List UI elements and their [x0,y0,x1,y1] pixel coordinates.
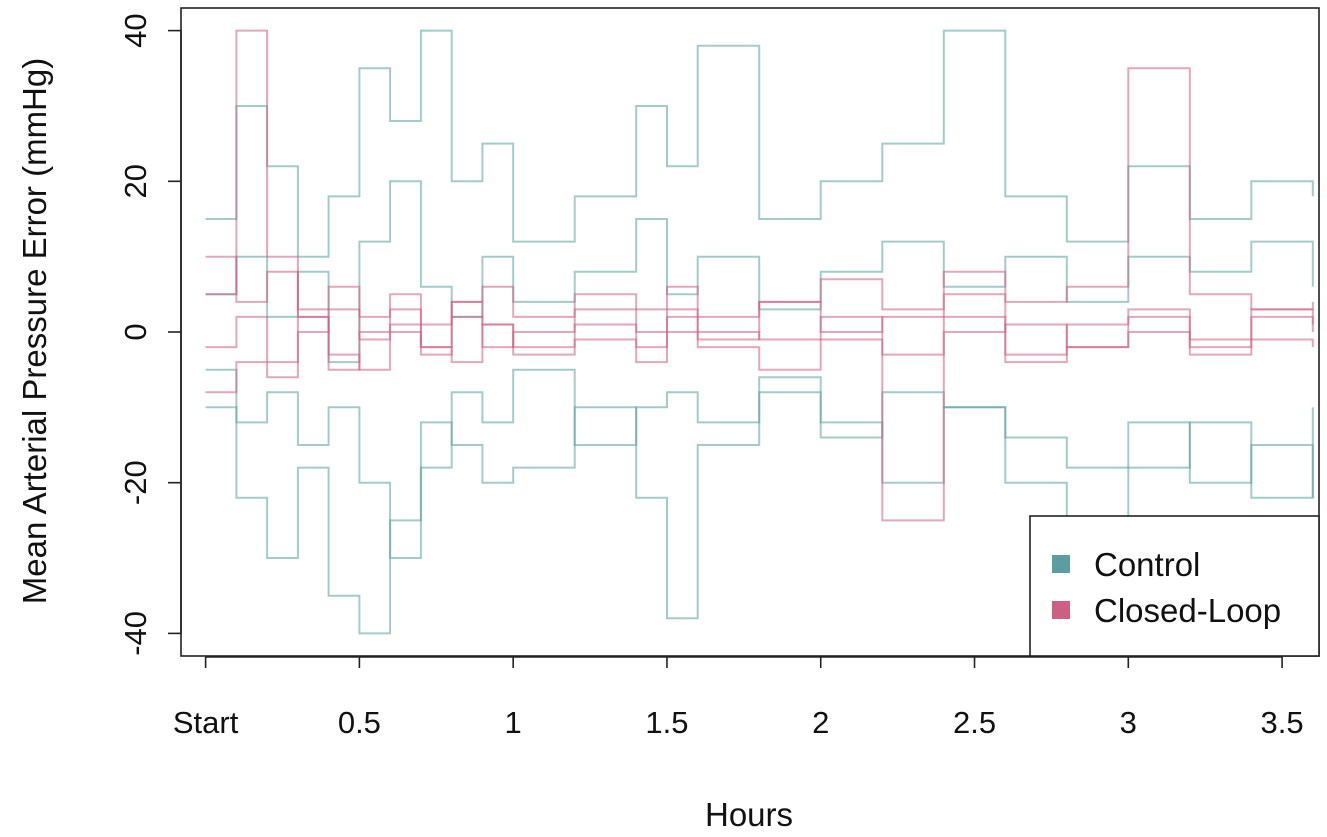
series-layer [205,29,1314,635]
legend-label-closed-loop: Closed-Loop [1094,592,1281,629]
series-control-trace-0 [205,391,1314,635]
x-tick-label: 2.5 [953,705,996,740]
y-tick-label: -40 [118,611,153,656]
series-control-trace-1 [205,29,1314,258]
x-tick-label: 1.5 [645,705,688,740]
x-axis: Start 0.5 1 1.5 2 2.5 3 3.5 [173,656,1304,740]
legend-label-control: Control [1094,546,1200,583]
legend-swatch-closed-loop [1052,601,1070,619]
x-tick-label: 0.5 [338,705,381,740]
y-axis: -40 -20 0 20 40 [118,13,182,656]
x-tick-label: 3 [1120,705,1137,740]
y-axis-title: Mean Arterial Pressure Error (mmHg) [16,58,53,604]
series-closed-loop-trace-2 [205,67,1314,326]
legend-swatch-control [1052,555,1070,573]
y-tick-label: 20 [118,164,153,198]
y-tick-label: -20 [118,460,153,505]
x-tick-label: 3.5 [1261,705,1304,740]
x-axis-title: Hours [705,796,793,833]
legend-box [1029,515,1320,657]
y-tick-label: 40 [118,13,153,47]
y-tick-label: 0 [118,323,153,340]
x-tick-label: 2 [812,705,829,740]
x-tick-label: 1 [505,705,522,740]
x-tick-label: Start [173,705,239,740]
series-closed-loop-trace-3 [205,308,1314,522]
legend: Control Closed-Loop [1029,515,1320,657]
